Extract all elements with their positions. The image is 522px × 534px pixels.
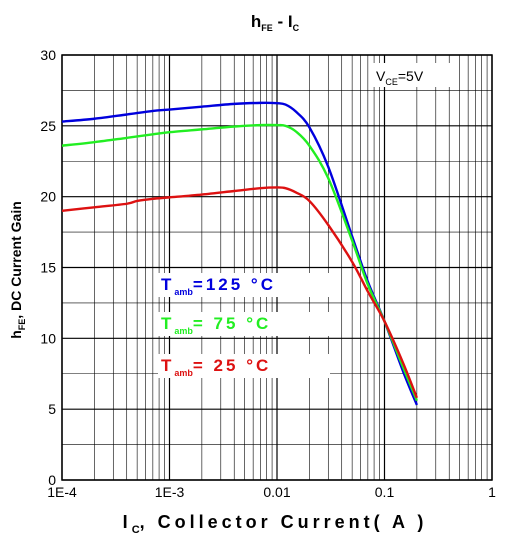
y-tick-label: 5 <box>48 401 56 417</box>
x-tick-label: 1 <box>488 484 496 500</box>
x-tick-label: 0.1 <box>375 484 395 500</box>
x-tick-labels: 1E-4 1E-3 0.01 0.1 1 <box>47 484 496 500</box>
y-tick-labels: 0 5 10 15 20 25 30 <box>40 47 56 488</box>
legend-bg-2 <box>158 312 330 336</box>
y-tick-label: 30 <box>40 47 56 63</box>
y-tick-label: 20 <box>40 189 56 205</box>
legend-bg-1 <box>158 273 330 297</box>
y-tick-label: 10 <box>40 330 56 346</box>
vce-annotation: VCE=5V <box>376 68 424 87</box>
legend: Tamb=125 °C Tamb= 75 °C Tamb= 25 °C <box>158 273 330 378</box>
x-tick-label: 1E-3 <box>155 484 185 500</box>
legend-bg-3 <box>158 354 330 378</box>
plot-frame <box>61 54 493 481</box>
chart-title: hFE - IC <box>251 12 300 33</box>
series-line-2 <box>61 123 418 402</box>
legend-entry-1: Tamb=125 °C <box>161 275 276 297</box>
y-tick-label: 25 <box>40 118 56 134</box>
legend-entry-3: Tamb= 25 °C <box>161 356 271 378</box>
y-tick-label: 0 <box>48 472 56 488</box>
series-line-3 <box>61 186 418 399</box>
vce-annotation-box <box>371 63 454 87</box>
x-tick-label: 1E-4 <box>47 484 77 500</box>
series-lines <box>61 101 418 406</box>
legend-entry-2: Tamb= 75 °C <box>161 314 271 336</box>
y-tick-label: 15 <box>40 260 56 276</box>
y-axis-label: hFE, DC Current Gain <box>8 201 27 339</box>
x-tick-label: 0.01 <box>263 484 290 500</box>
x-axis-label: IC, Collector Current( A ) <box>123 512 428 534</box>
